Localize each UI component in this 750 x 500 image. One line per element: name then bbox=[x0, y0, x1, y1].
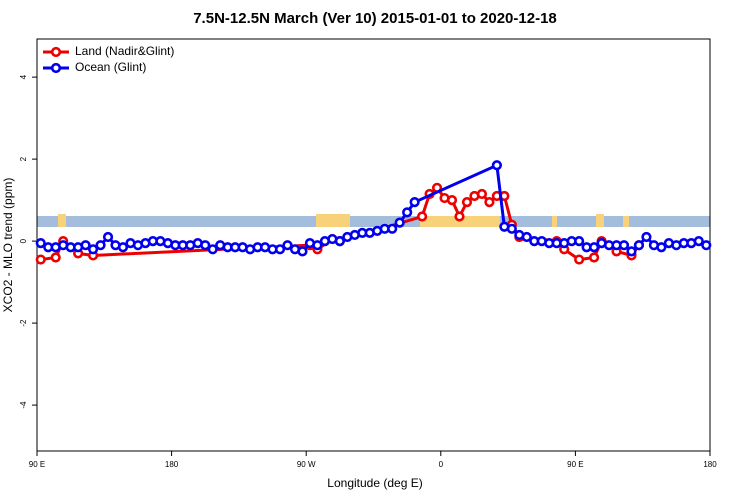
legend: Land (Nadir&Glint) Ocean (Glint) bbox=[43, 44, 174, 74]
data-point bbox=[282, 240, 293, 251]
data-point bbox=[409, 197, 420, 208]
data-point bbox=[297, 246, 308, 257]
data-point bbox=[588, 252, 600, 263]
data-point bbox=[656, 242, 667, 253]
legend-marker bbox=[50, 62, 62, 74]
series bbox=[35, 160, 712, 257]
data-point bbox=[506, 223, 517, 234]
data-point bbox=[102, 231, 114, 243]
land-band bbox=[316, 214, 350, 227]
data-point bbox=[87, 244, 99, 255]
data-point bbox=[618, 240, 630, 251]
data-point bbox=[312, 240, 323, 251]
x-tick-label: 90 W bbox=[297, 460, 316, 469]
data-point bbox=[207, 244, 218, 255]
land-band bbox=[58, 214, 66, 227]
land-band bbox=[623, 216, 629, 227]
data-point bbox=[446, 195, 458, 206]
data-point bbox=[454, 211, 465, 222]
x-tick-label: 90 E bbox=[567, 460, 583, 469]
y-tick-label: 0 bbox=[19, 238, 28, 243]
data-point bbox=[95, 240, 106, 251]
x-tick-label: 90 E bbox=[29, 460, 45, 469]
data-point bbox=[588, 242, 600, 253]
data-point bbox=[521, 231, 532, 243]
data-point bbox=[574, 236, 585, 247]
data-point bbox=[476, 188, 488, 200]
data-point bbox=[693, 236, 704, 247]
data-point bbox=[35, 238, 46, 249]
data-point bbox=[641, 231, 652, 243]
data-point bbox=[80, 240, 91, 251]
chart-title: 7.5N-12.5N March (Ver 10) 2015-01-01 to … bbox=[193, 10, 557, 27]
legend-marker bbox=[50, 46, 62, 58]
data-point bbox=[491, 160, 502, 171]
x-axis-label: Longitude (deg E) bbox=[327, 476, 422, 490]
data-point bbox=[701, 240, 712, 251]
x-tick-label: 180 bbox=[165, 460, 179, 469]
data-point bbox=[626, 246, 637, 257]
land-band bbox=[552, 216, 557, 227]
y-tick-label: 2 bbox=[19, 156, 28, 161]
data-point bbox=[117, 242, 129, 253]
data-point bbox=[274, 244, 286, 255]
y-tick-label: -4 bbox=[19, 401, 28, 409]
data-point bbox=[461, 197, 473, 208]
data-point bbox=[35, 254, 46, 265]
x-tick-label: 180 bbox=[703, 460, 717, 469]
data-point bbox=[334, 236, 345, 247]
data-point bbox=[50, 252, 61, 263]
y-axis-label: XCO2 - MLO trend (ppm) bbox=[1, 178, 15, 313]
land-band bbox=[596, 214, 604, 227]
data-point bbox=[484, 197, 495, 208]
data-point bbox=[200, 240, 211, 251]
data-point bbox=[633, 240, 645, 251]
ocean-band bbox=[37, 216, 710, 227]
data-point bbox=[387, 223, 398, 234]
data-point bbox=[417, 211, 428, 222]
y-tick-label: 4 bbox=[19, 74, 28, 79]
x-tick-label: 0 bbox=[439, 460, 444, 469]
data-point bbox=[402, 207, 413, 218]
legend-label: Ocean (Glint) bbox=[75, 60, 146, 74]
legend-label: Land (Nadir&Glint) bbox=[75, 44, 174, 58]
data-point bbox=[574, 254, 585, 265]
y-tick-label: -2 bbox=[19, 319, 28, 327]
data-point bbox=[394, 217, 405, 228]
